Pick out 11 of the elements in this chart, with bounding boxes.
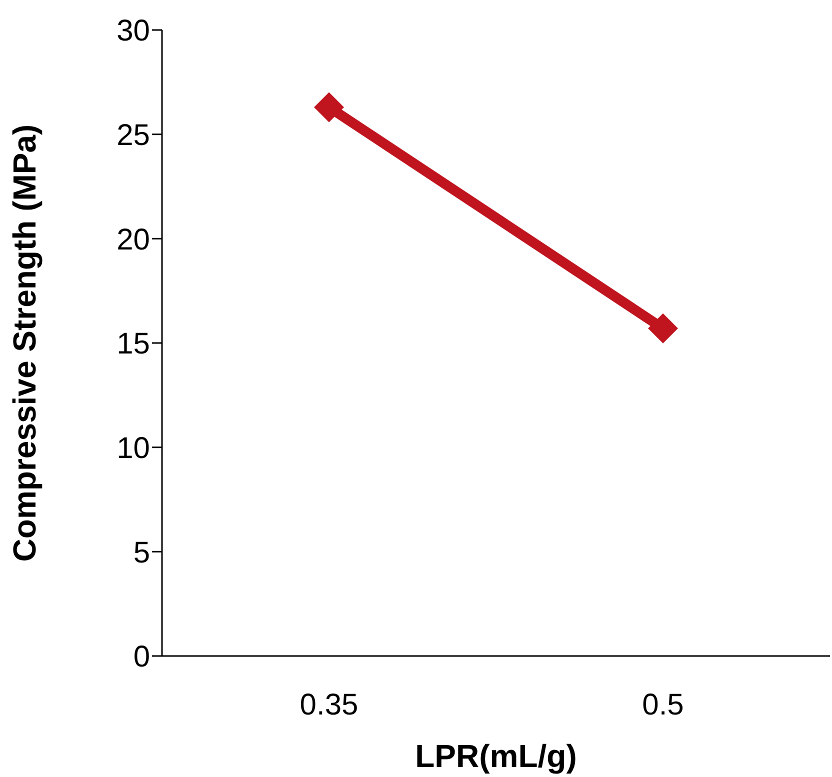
- y-axis-title: Compressive Strength (MPa): [6, 124, 42, 562]
- y-tick-label: 10: [116, 432, 150, 465]
- y-tick-label: 0: [133, 640, 150, 674]
- x-tick-label: 0.5: [642, 688, 684, 722]
- y-tick-label: 20: [116, 223, 150, 256]
- x-tick-label: 0.35: [300, 688, 358, 722]
- y-tick-label: 15: [116, 328, 150, 361]
- y-tick-label: 25: [116, 118, 150, 152]
- x-axis-title: LPR(mL/g): [415, 738, 577, 774]
- y-tick-label: 5: [133, 536, 150, 570]
- y-tick-label: 30: [116, 14, 150, 48]
